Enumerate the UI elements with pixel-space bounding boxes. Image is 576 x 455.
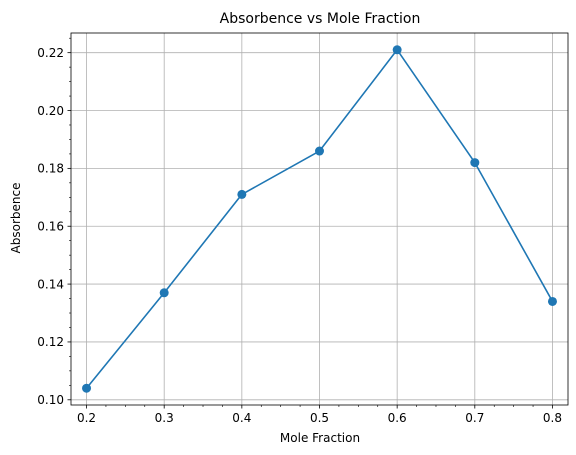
x-tick-label: 0.8 [543,411,562,425]
x-tick-label: 0.3 [155,411,174,425]
axis-ticks: 0.2 0.3 0.4 0.5 0.6 0.7 0.8 0.10 0.12 0.14 0.16 0.1… [37,37,562,425]
grid-lines [71,33,568,405]
plot-series [82,45,557,393]
y-tick-label: 0.22 [37,46,64,60]
y-tick-label: 0.18 [37,162,64,176]
x-axis-label: Mole Fraction [280,431,360,445]
x-tick-label: 0.7 [465,411,484,425]
x-tick-label: 0.5 [310,411,329,425]
y-tick-label: 0.20 [37,104,64,118]
x-tick-label: 0.4 [232,411,251,425]
y-tick-label: 0.16 [37,220,64,234]
x-tick-label: 0.2 [77,411,96,425]
data-point [315,146,324,156]
data-point [82,383,92,393]
data-point [470,158,480,168]
data-point [547,296,557,306]
chart-title: Absorbence vs Mole Fraction [220,11,421,27]
y-tick-label: 0.12 [37,335,64,349]
x-tick-label: 0.6 [388,411,407,425]
y-tick-label: 0.10 [37,393,64,407]
y-axis-label: Absorbence [9,183,23,254]
data-point [159,288,169,298]
y-tick-label: 0.14 [37,277,64,291]
data-point [392,45,402,55]
data-point [237,189,247,199]
